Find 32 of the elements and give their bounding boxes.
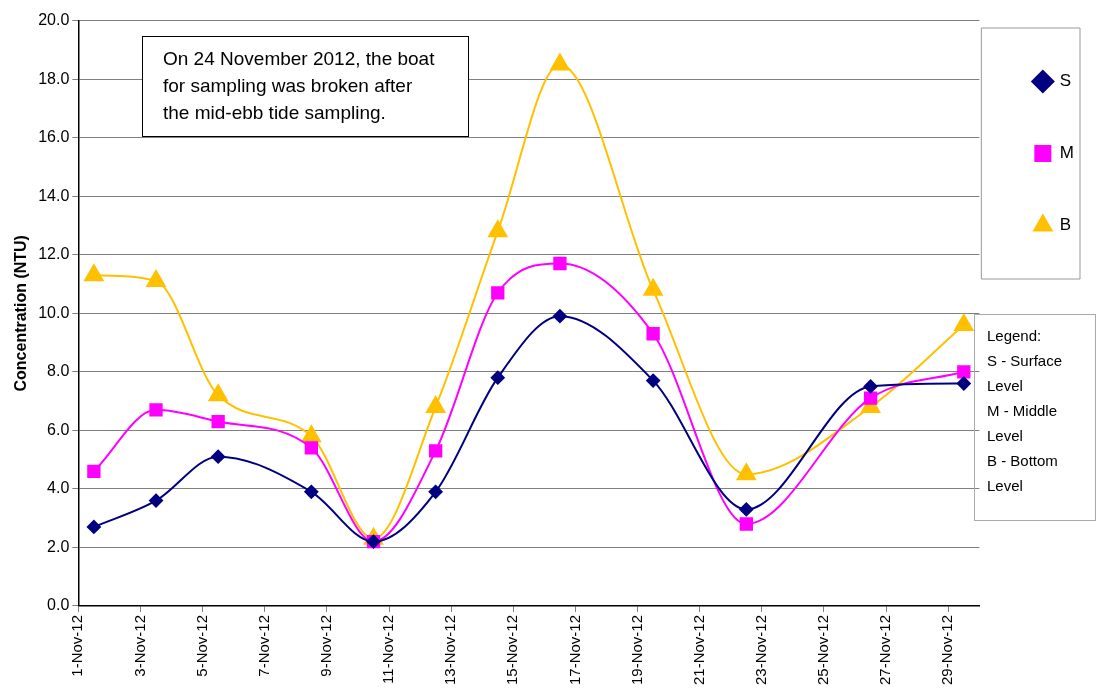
x-tick-label: 1-Nov-12: [68, 614, 86, 677]
x-tick-label: 19-Nov-12: [627, 614, 645, 686]
y-tick-label: 18.0: [38, 69, 70, 87]
x-tick-label: 13-Nov-12: [441, 614, 459, 686]
x-tick-label: 25-Nov-12: [814, 614, 832, 686]
y-tick-label: 4.0: [47, 479, 70, 497]
text: Legend: S - Surface Level M - Middle Level B - Bottom Level: [974, 314, 1096, 521]
legend-label: S: [1059, 71, 1072, 91]
x-tick-label: 3-Nov-12: [130, 614, 148, 677]
x-tick-label: 23-Nov-12: [752, 614, 769, 686]
y-tick-label: 10.0: [38, 303, 70, 321]
x-tick-label: 7-Nov-12: [254, 614, 272, 677]
y-tick-label: 12.0: [38, 245, 70, 263]
y-tick-label: 14.0: [38, 186, 70, 204]
legend-label: B: [1059, 215, 1072, 235]
y-axis-title: Concentration (NTU): [12, 235, 30, 392]
x-tick-label: 15-Nov-12: [503, 614, 521, 686]
y-tick-label: 2.0: [47, 537, 70, 555]
x-tick-label: 11-Nov-12: [379, 614, 397, 684]
y-tick-label: 6.0: [47, 420, 70, 438]
legend-label: M: [1059, 143, 1075, 163]
x-tick-label: 29-Nov-12: [938, 614, 956, 686]
y-tick-label: 8.0: [47, 362, 70, 380]
y-tick-label: 16.0: [38, 128, 70, 146]
y-tick-label: 0.0: [47, 596, 70, 614]
x-tick-label: 27-Nov-12: [876, 614, 894, 686]
x-tick-label: 21-Nov-12: [689, 614, 707, 686]
x-tick-label: 5-Nov-12: [192, 614, 210, 677]
annotation: On 24 November 2012, the boat for sampling was broken after the mid-ebb tide sampling.: [142, 36, 469, 137]
x-tick-label: 17-Nov-12: [565, 614, 583, 686]
x-tick-label: 9-Nov-12: [317, 614, 335, 677]
y-tick-label: 20.0: [38, 11, 70, 29]
